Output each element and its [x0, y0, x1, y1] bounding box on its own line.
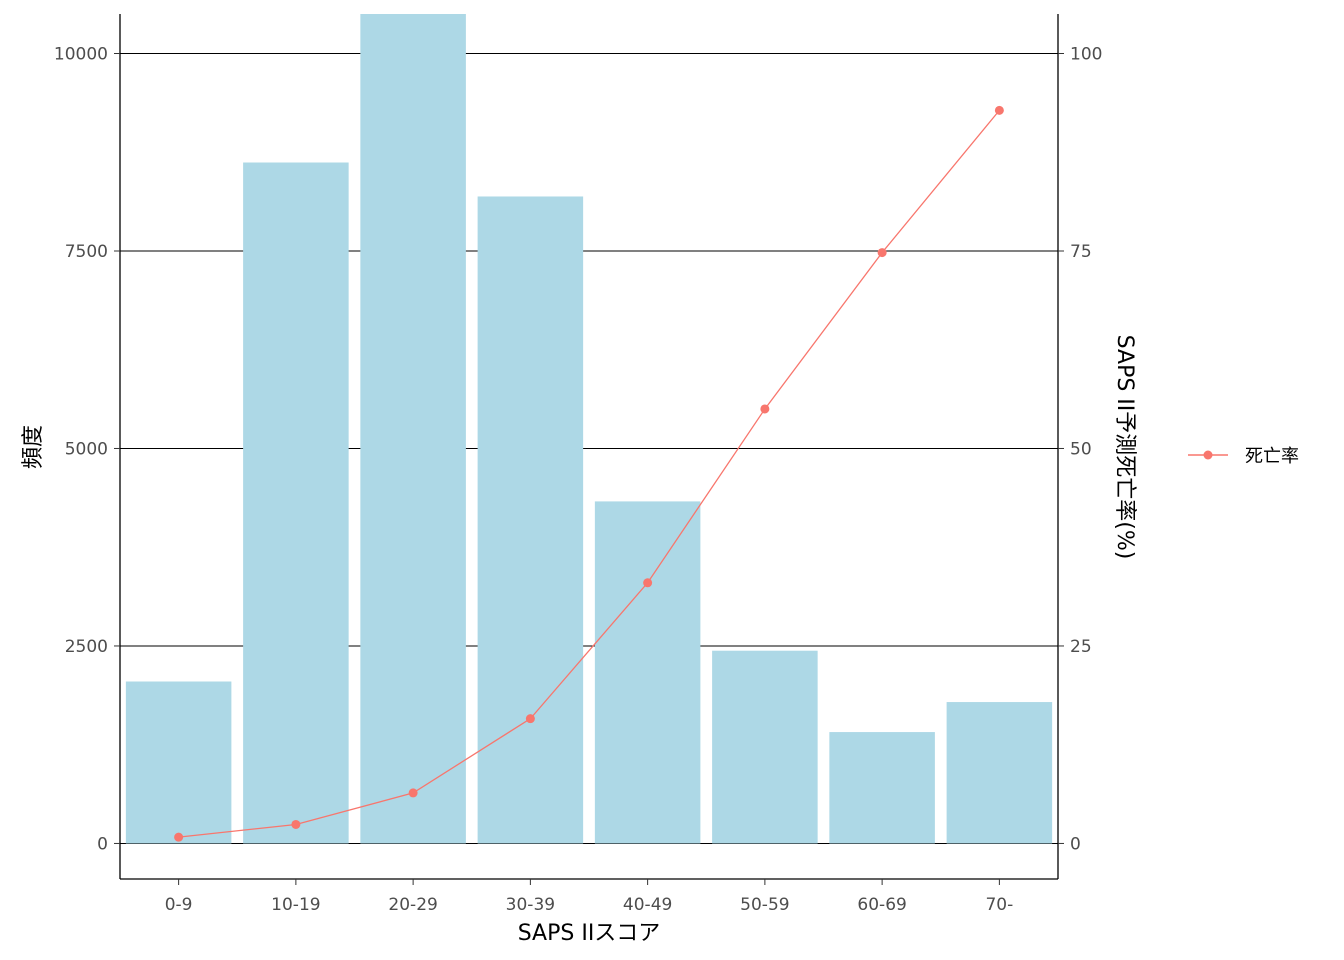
mortality-point — [643, 578, 653, 588]
y-axis-title: 頻度 — [21, 425, 46, 469]
mortality-line-path — [178, 109, 1000, 838]
axes — [114, 14, 1064, 885]
bars — [125, 14, 1053, 844]
y2-tick-label: 100 — [1070, 44, 1102, 64]
x-tick-label: 20-29 — [388, 895, 437, 915]
x-tick-label: 60-69 — [857, 895, 906, 915]
mortality-point — [408, 788, 418, 798]
y2-tick-label: 75 — [1070, 242, 1092, 262]
mortality-point — [760, 404, 770, 414]
y2-axis-title: SAPS II予測死亡率(%) — [1112, 335, 1137, 560]
x-tick-label: 0-9 — [165, 895, 193, 915]
y2-tick-label: 25 — [1070, 637, 1092, 657]
mortality-point — [291, 819, 301, 829]
legend-label: 死亡率 — [1245, 446, 1299, 467]
bar — [243, 162, 349, 844]
mortality-point — [877, 248, 887, 258]
bar — [477, 196, 584, 844]
bar — [829, 732, 935, 844]
x-tick-label: 30-39 — [506, 895, 555, 915]
bar — [712, 650, 818, 844]
mortality-point — [174, 832, 184, 842]
legend-key-point — [1203, 450, 1213, 460]
x-axis-title: SAPS IIスコア — [518, 921, 661, 946]
y-tick-label: 7500 — [65, 242, 108, 262]
bar — [594, 501, 701, 844]
y-tick-label: 2500 — [65, 637, 108, 657]
y2-tick-label: 50 — [1070, 439, 1092, 459]
y-tick-label: 5000 — [65, 439, 108, 459]
y-tick-label: 0 — [97, 834, 108, 854]
legend: 死亡率 — [1188, 446, 1299, 467]
tick-labels: 0 2500 5000 7500 10000 0 25 50 75 100 0-9 10-19 20-2… — [54, 44, 1103, 915]
x-tick-label: 10-19 — [271, 895, 320, 915]
x-tick-label: 40-49 — [623, 895, 672, 915]
bar — [946, 702, 1053, 844]
mortality-point — [525, 714, 535, 724]
bar — [360, 14, 466, 844]
x-tick-label: 70- — [985, 895, 1013, 915]
mortality-line — [174, 105, 1004, 842]
y2-tick-label: 0 — [1070, 834, 1081, 854]
bar — [125, 681, 232, 844]
mortality-point — [994, 105, 1004, 115]
y-tick-label: 10000 — [54, 44, 108, 64]
x-tick-label: 50-59 — [740, 895, 789, 915]
